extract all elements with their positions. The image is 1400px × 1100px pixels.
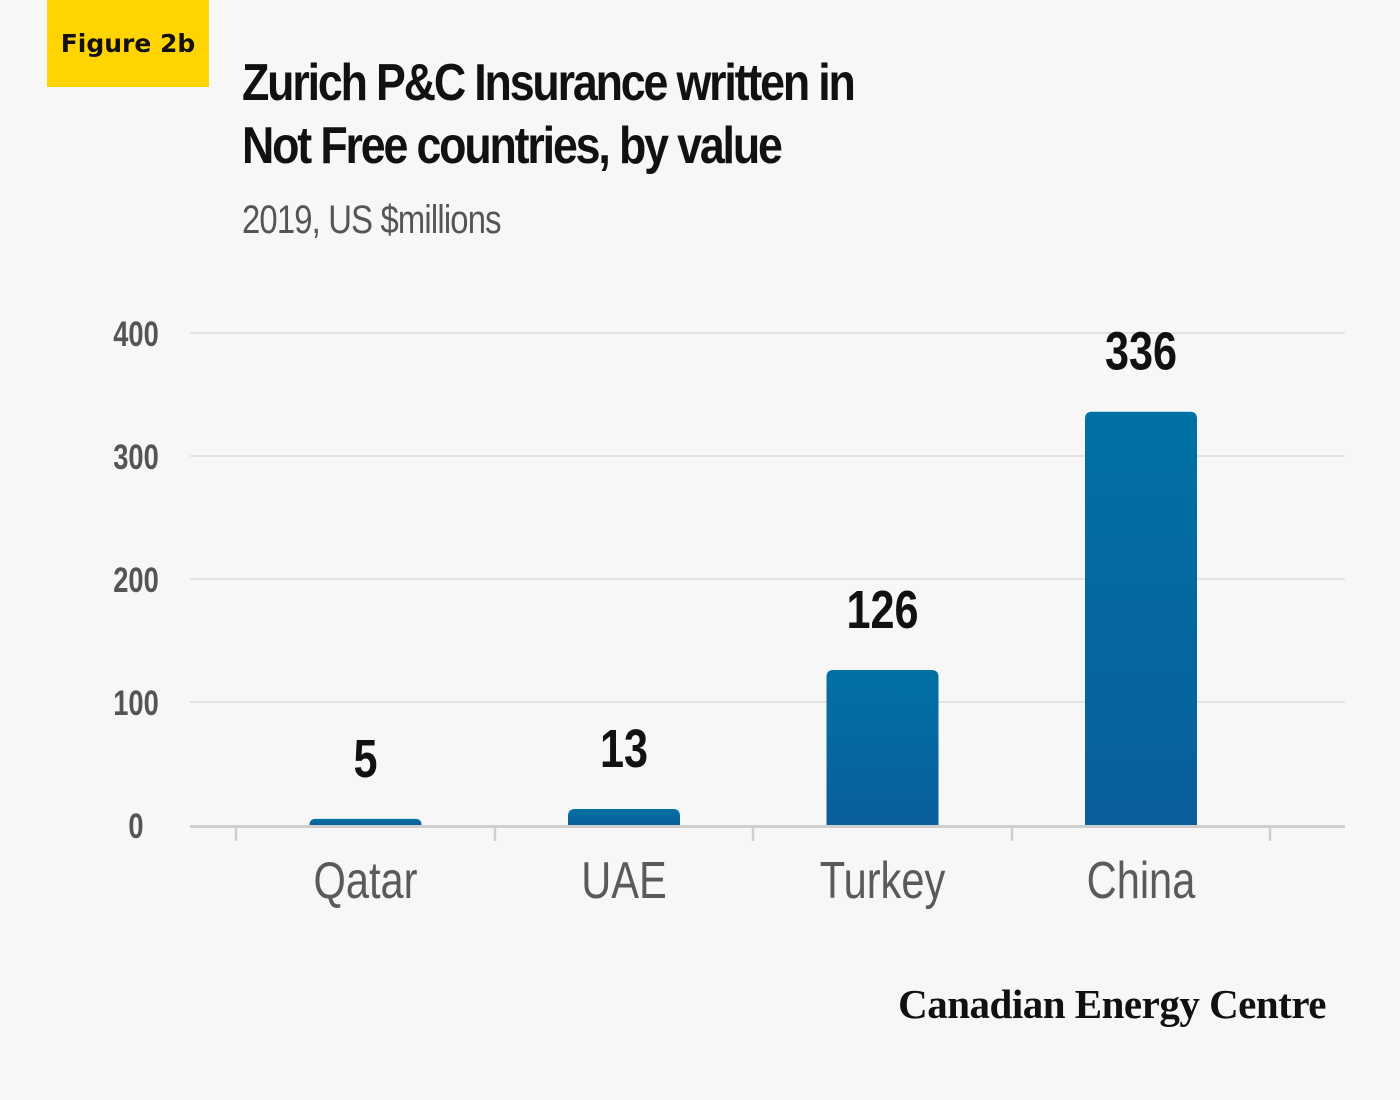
- data-label-uae: 13: [600, 720, 648, 780]
- chart-subtitle: 2019, US $millions: [242, 198, 502, 242]
- y-tick-label: 0: [128, 807, 143, 846]
- y-tick-label: 100: [113, 684, 159, 723]
- source-credit: Canadian Energy Centre: [898, 981, 1326, 1027]
- bars: [309, 411, 1197, 825]
- x-tick-label-china: China: [1087, 851, 1196, 910]
- y-tick-label: 200: [113, 561, 159, 600]
- chart-title-line-1: Zurich P&C Insurance written in: [242, 54, 856, 112]
- data-label-qatar: 5: [353, 729, 377, 789]
- figure-badge: Figure 2b: [47, 0, 209, 87]
- bar-qatar: [309, 818, 422, 825]
- y-tick-label: 300: [113, 438, 159, 477]
- data-label-turkey: 126: [846, 581, 918, 641]
- y-tick-label: 400: [113, 315, 159, 354]
- chart-title-line-2: Not Free countries, by value: [242, 117, 783, 175]
- x-axis-ticks: Qatar UAE Turkey China: [313, 851, 1196, 910]
- y-axis-ticks: 0 100 200 300 400: [113, 315, 159, 846]
- bar-china: [1085, 411, 1197, 825]
- bar-uae: [568, 809, 680, 825]
- x-tick-label-turkey: Turkey: [820, 851, 946, 910]
- x-tick-label-qatar: Qatar: [313, 851, 417, 910]
- data-label-china: 336: [1105, 322, 1177, 382]
- chart-title: Zurich P&C Insurance written in Not Free…: [242, 52, 1016, 178]
- bar-turkey: [826, 670, 939, 825]
- data-labels: 5 13 126 336: [353, 322, 1177, 789]
- x-axis: [190, 825, 1345, 841]
- x-tick-label-uae: UAE: [581, 851, 667, 910]
